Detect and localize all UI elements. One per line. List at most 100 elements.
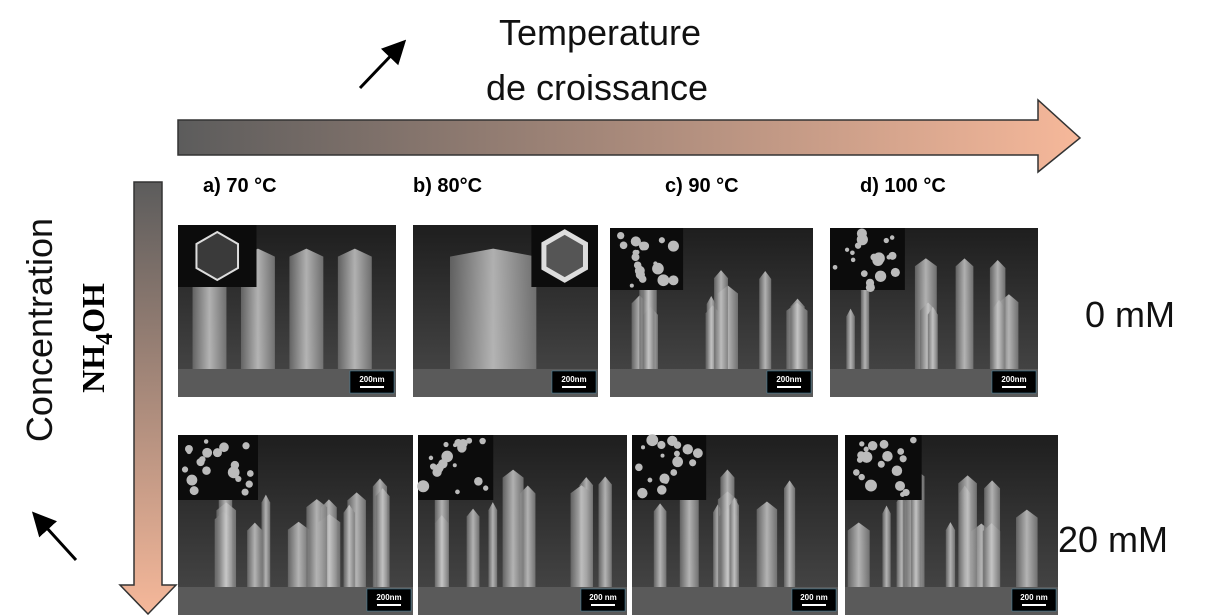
particle xyxy=(668,275,678,285)
column-label: c) 90 °C xyxy=(665,175,739,197)
particle xyxy=(884,238,889,243)
scale-label: 200 nm xyxy=(1020,593,1048,602)
particle xyxy=(202,466,211,475)
nanorod xyxy=(344,505,355,587)
nanorod xyxy=(958,475,977,587)
particle xyxy=(479,438,485,444)
particle xyxy=(850,250,855,255)
particle xyxy=(833,265,838,270)
particle xyxy=(657,274,669,286)
nanorod xyxy=(680,485,699,587)
particle xyxy=(897,448,904,455)
increase-arrow xyxy=(36,516,76,560)
particle xyxy=(672,456,683,467)
scale-label: 200nm xyxy=(776,375,801,384)
particle xyxy=(436,463,444,471)
sem-image: 200nm xyxy=(413,225,598,397)
particle xyxy=(631,236,641,246)
formula-part: NH xyxy=(75,345,111,393)
particle xyxy=(864,447,869,452)
particle xyxy=(891,268,900,277)
particle xyxy=(483,485,488,490)
sem-image: 200 nm xyxy=(632,434,838,615)
particle xyxy=(453,443,457,447)
column-label: b) 80°C xyxy=(413,175,482,197)
particle xyxy=(247,470,254,477)
nanorod xyxy=(654,503,667,587)
sem-image: 200nm xyxy=(178,225,396,397)
scale-label: 200 nm xyxy=(800,593,828,602)
particle xyxy=(242,489,249,496)
nanorod xyxy=(1016,510,1038,587)
particle xyxy=(659,473,669,483)
particle xyxy=(204,439,208,443)
formula-part: OH xyxy=(75,283,111,333)
particle xyxy=(634,261,642,269)
side-label: Concentration xyxy=(19,218,60,442)
concentration-arrow xyxy=(120,182,176,614)
column-label: d) 100 °C xyxy=(860,175,946,197)
scale-label: 200nm xyxy=(359,375,384,384)
sem-image: 200nm xyxy=(178,435,413,615)
nanorod xyxy=(784,480,795,587)
nanorod xyxy=(990,260,1006,369)
particle xyxy=(639,275,647,283)
particle xyxy=(880,440,889,449)
formula: NH4OH xyxy=(75,283,118,393)
particle xyxy=(859,441,864,446)
particle xyxy=(866,283,875,292)
particle xyxy=(219,442,229,452)
nanorod xyxy=(983,523,1000,587)
nanorod xyxy=(946,522,955,587)
particle xyxy=(902,489,909,496)
particle xyxy=(640,245,646,251)
temperature-arrow xyxy=(178,100,1080,172)
nanorod xyxy=(757,501,777,587)
nanorod xyxy=(216,502,236,587)
title-line: de croissance xyxy=(486,67,708,108)
sem-image: 200 nm xyxy=(417,435,627,615)
particle xyxy=(443,442,448,447)
particle xyxy=(861,270,868,277)
formula-subscript: 4 xyxy=(92,333,118,345)
particle xyxy=(199,456,206,463)
particle xyxy=(630,284,634,288)
particle xyxy=(674,441,682,449)
nanorod xyxy=(306,499,327,587)
nanorod xyxy=(956,258,974,369)
particle xyxy=(851,258,856,263)
particle xyxy=(187,475,198,486)
particle xyxy=(186,449,191,454)
particle xyxy=(689,459,696,466)
particle xyxy=(661,454,665,458)
particle xyxy=(641,445,645,449)
nanorod xyxy=(759,271,771,369)
figure: Temperature de croissance Concentration … xyxy=(0,0,1206,615)
particle xyxy=(637,488,647,498)
nanorod xyxy=(714,270,728,369)
particle xyxy=(417,480,429,492)
particle xyxy=(457,443,466,452)
nanorod xyxy=(882,505,890,587)
hexagon xyxy=(544,232,586,280)
nanorod xyxy=(288,522,309,587)
row-label: 0 mM xyxy=(1085,294,1175,335)
nanorod xyxy=(928,307,938,369)
particle xyxy=(910,437,917,444)
particle xyxy=(868,441,877,450)
nanorod xyxy=(846,309,855,369)
particle xyxy=(646,434,658,446)
nanorod xyxy=(730,498,739,587)
nanorod xyxy=(289,249,323,369)
nanorod xyxy=(467,509,480,587)
particle xyxy=(670,469,677,476)
particle xyxy=(455,490,460,495)
particle xyxy=(633,250,639,256)
scale-label: 200nm xyxy=(561,375,586,384)
nanorod xyxy=(338,249,372,369)
particle xyxy=(242,442,249,449)
nanorod xyxy=(503,470,524,587)
particle xyxy=(657,485,667,495)
particle xyxy=(853,469,860,476)
particle xyxy=(865,480,877,492)
